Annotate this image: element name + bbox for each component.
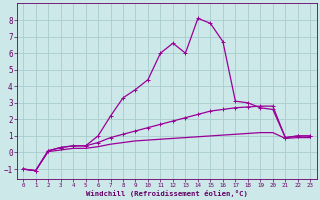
X-axis label: Windchill (Refroidissement éolien,°C): Windchill (Refroidissement éolien,°C) <box>86 190 248 197</box>
